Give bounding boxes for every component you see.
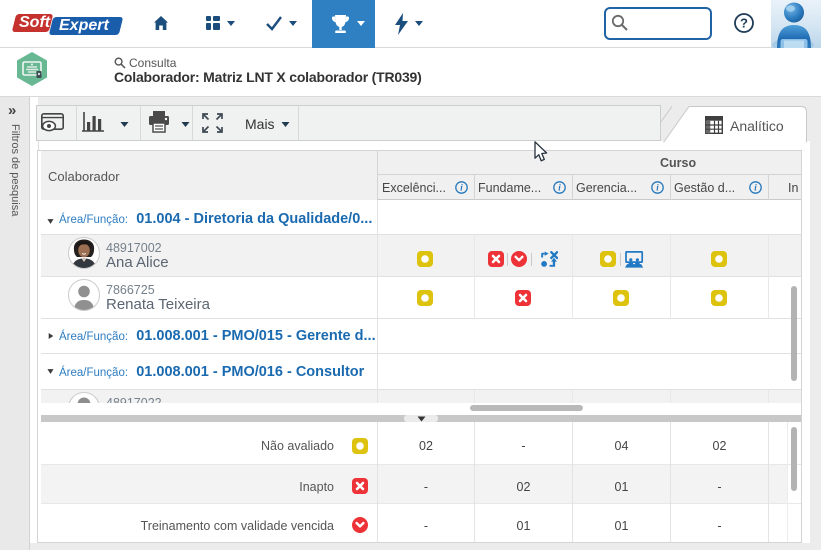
svg-text:i: i	[754, 183, 757, 193]
svg-text:i: i	[460, 183, 463, 193]
svg-text:i: i	[558, 183, 561, 193]
svg-text:i: i	[656, 183, 659, 193]
svg-text:?: ?	[740, 16, 748, 31]
